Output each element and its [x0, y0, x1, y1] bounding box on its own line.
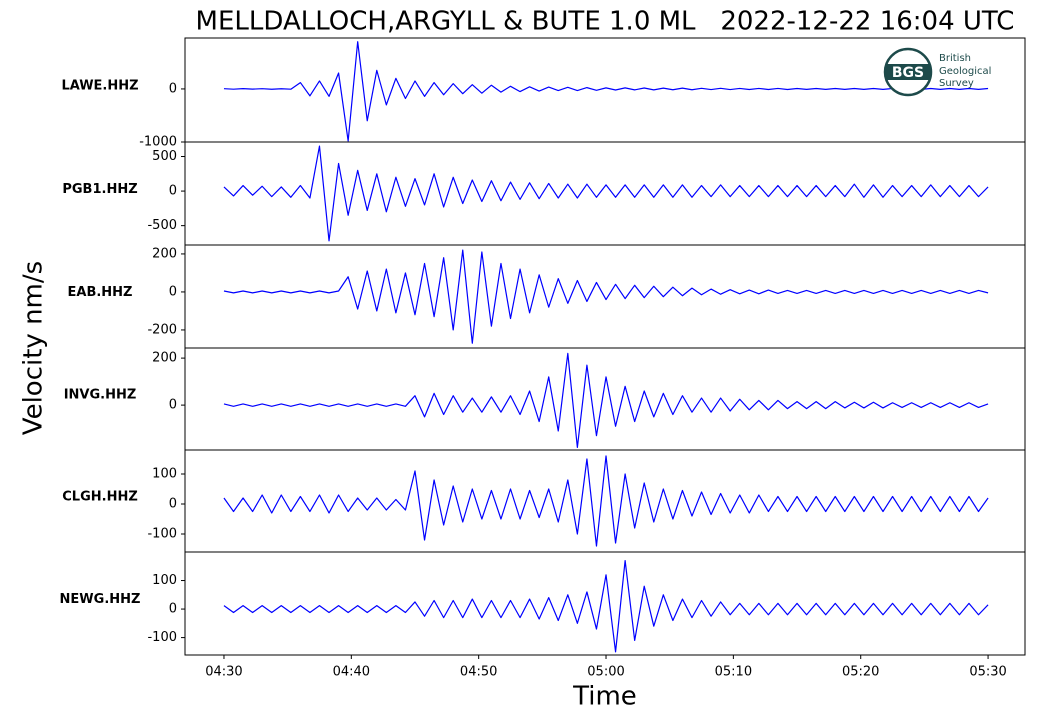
logo-text: Survey: [939, 78, 974, 89]
panel-label: PGB1.HHZ: [62, 182, 137, 197]
trace: [223, 41, 989, 142]
panel-label: INVG.HHZ: [64, 388, 137, 403]
y-tick-label: 0: [169, 602, 177, 617]
x-tick-label: 05:10: [715, 665, 752, 680]
y-tick-label: -500: [147, 218, 177, 233]
y-axis-label: Velocity nm/s: [19, 261, 49, 435]
trace: [223, 352, 989, 449]
x-tick-label: 04:40: [333, 665, 370, 680]
panel-label: EAB.HHZ: [68, 285, 133, 300]
logo-text: British: [939, 53, 971, 64]
y-tick-label: 200: [152, 351, 177, 366]
panel-label: CLGH.HHZ: [62, 490, 138, 505]
trace: [223, 559, 989, 653]
x-tick-label: 05:30: [969, 665, 1006, 680]
panel-label: LAWE.HHZ: [61, 79, 138, 94]
y-tick-label: -200: [147, 322, 177, 337]
y-tick-label: 0: [169, 81, 177, 96]
y-tick-label: 0: [169, 184, 177, 199]
trace: [223, 249, 989, 344]
y-tick-label: 500: [152, 149, 177, 164]
trace: [223, 455, 989, 547]
panel-frame: [184, 551, 1026, 656]
y-tick-label: 0: [169, 284, 177, 299]
trace: [223, 145, 989, 242]
x-tick-label: 04:30: [205, 665, 242, 680]
logo-abbr: BGS: [892, 65, 924, 81]
y-tick-label: 100: [152, 573, 177, 588]
chart-title: MELLDALLOCH,ARGYLL & BUTE 1.0 ML 2022-12…: [196, 7, 1015, 37]
x-axis-label: Time: [572, 682, 637, 712]
y-tick-label: -100: [147, 630, 177, 645]
y-tick-label: -1000: [139, 135, 177, 150]
y-tick-label: 0: [169, 398, 177, 413]
x-tick-label: 05:20: [842, 665, 879, 680]
panel-frame: [184, 347, 1026, 451]
panel-label: NEWG.HHZ: [60, 592, 141, 607]
y-tick-label: 0: [169, 497, 177, 512]
logo-band: [886, 64, 930, 80]
x-tick-label: 05:00: [587, 665, 624, 680]
x-tick-label: 04:50: [460, 665, 497, 680]
logo: BGS British Geological Survey: [883, 47, 991, 97]
y-tick-label: -100: [147, 527, 177, 542]
logo-text: Geological: [939, 66, 991, 77]
y-tick-label: 100: [152, 467, 177, 482]
y-tick-label: 200: [152, 246, 177, 261]
